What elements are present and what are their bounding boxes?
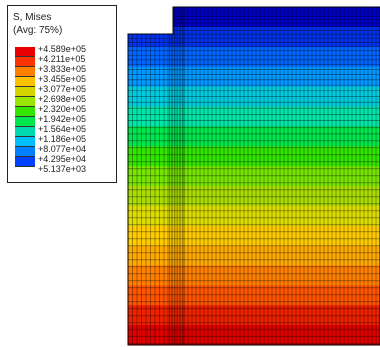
legend-swatch [15, 107, 35, 117]
legend-swatch [15, 127, 35, 137]
legend-title: S, Mises [13, 12, 52, 23]
contour-legend: S, Mises (Avg: 75%) +4.589e+05 +4.211e+05… [7, 5, 117, 183]
legend-label: +8.077e+04 [38, 144, 87, 154]
model-outline [127, 6, 380, 346]
contour-band [128, 205, 380, 227]
contour-band [128, 26, 380, 48]
legend-swatch [15, 87, 35, 97]
contour-band [128, 7, 380, 28]
legend-swatch [15, 47, 35, 57]
legend-label: +4.211e+05 [38, 54, 86, 64]
legend-label: +2.698e+05 [38, 94, 87, 104]
contour-band [128, 106, 380, 128]
contour-band [128, 285, 380, 307]
legend-label: +4.295e+04 [38, 154, 87, 164]
contour-band [128, 225, 380, 247]
legend-label: +2.320e+05 [38, 104, 87, 114]
legend-label: +1.564e+05 [38, 124, 87, 134]
contour-band [128, 146, 380, 168]
legend-swatch [15, 147, 35, 157]
legend-swatch [15, 57, 35, 67]
contour-band [128, 325, 380, 345]
contour-band [128, 46, 380, 68]
legend-swatch [15, 77, 35, 87]
contour-band [128, 126, 380, 148]
legend-label: +3.833e+05 [38, 64, 87, 74]
mesh-lines [128, 7, 380, 345]
legend-labels: +4.589e+05 +4.211e+05 +3.833e+05 +3.455e+05… [38, 44, 86, 174]
legend-swatch [15, 67, 35, 77]
contour-band [128, 166, 380, 187]
legend-label: +3.077e+05 [38, 84, 87, 94]
legend-swatch [15, 137, 35, 147]
legend-color-bar [15, 47, 35, 167]
contour-band [128, 265, 380, 287]
legend-swatch [15, 97, 35, 107]
legend-swatch [15, 157, 35, 167]
legend-label: +5.137e+03 [38, 164, 87, 174]
legend-label: +3.455e+05 [38, 74, 87, 84]
contour-band [128, 66, 380, 88]
legend-label: +1.942e+05 [38, 114, 87, 124]
contour-bands [128, 7, 380, 345]
legend-subtitle: (Avg: 75%) [13, 25, 63, 36]
contour-band [128, 245, 380, 267]
contour-band [128, 185, 380, 207]
legend-label: +1.186e+05 [38, 134, 87, 144]
legend-label: +4.589e+05 [38, 44, 87, 54]
legend-swatch [15, 117, 35, 127]
contour-band [128, 86, 380, 108]
